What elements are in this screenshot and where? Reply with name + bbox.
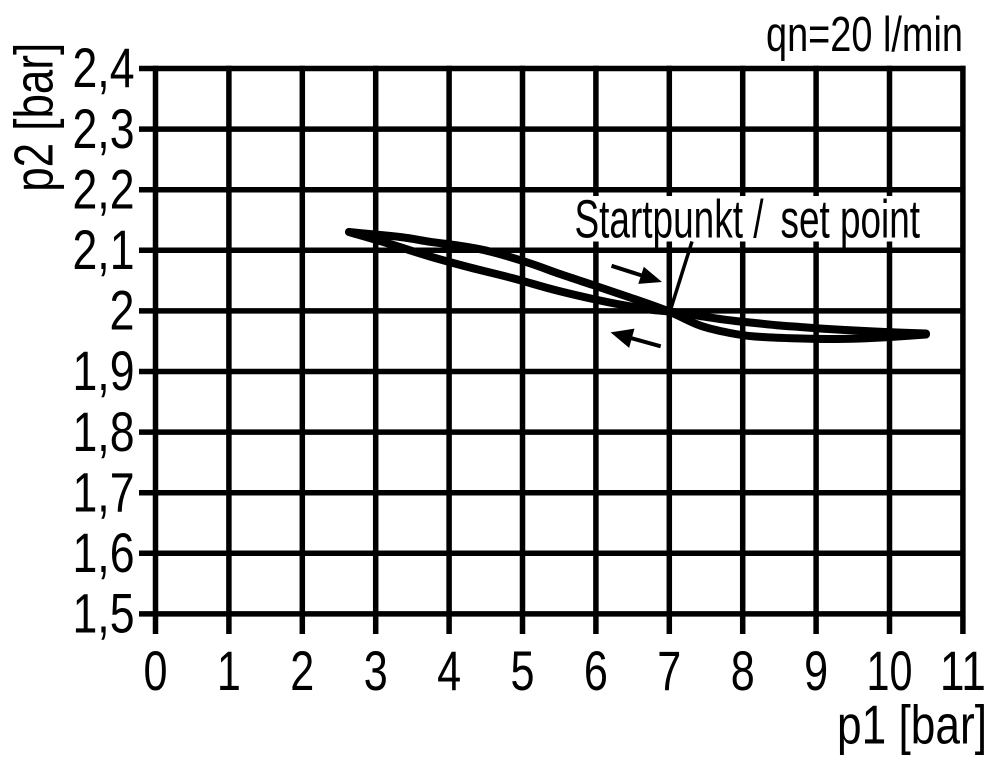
svg-text:9: 9 [804,639,828,702]
svg-text:11: 11 [940,639,986,702]
svg-text:p1 [bar]: p1 [bar] [837,694,987,756]
svg-text:1,7: 1,7 [73,460,135,523]
svg-text:7: 7 [657,639,681,702]
svg-text:10: 10 [867,639,913,702]
svg-text:set point: set point [781,190,921,250]
svg-text:2: 2 [110,279,135,342]
svg-text:4: 4 [437,639,461,702]
svg-text:1: 1 [217,639,241,702]
svg-text:2,1: 2,1 [73,218,135,281]
svg-text:6: 6 [584,639,608,702]
svg-text:2: 2 [290,639,314,702]
svg-text:5: 5 [511,639,535,702]
svg-text:0: 0 [144,639,168,702]
svg-text:8: 8 [731,639,755,702]
svg-text:3: 3 [364,639,388,702]
svg-text:1,6: 1,6 [73,521,135,584]
svg-text:p2 [bar]: p2 [bar] [3,43,65,192]
svg-text:2,3: 2,3 [73,97,135,160]
svg-text:Startpunkt /: Startpunkt / [575,190,764,250]
svg-text:1,8: 1,8 [73,400,135,463]
svg-text:2,4: 2,4 [73,36,135,99]
svg-text:2,2: 2,2 [73,157,135,220]
svg-text:qn=20 l/min: qn=20 l/min [766,8,963,62]
svg-text:1,5: 1,5 [73,582,135,645]
svg-text:1,9: 1,9 [73,339,135,402]
